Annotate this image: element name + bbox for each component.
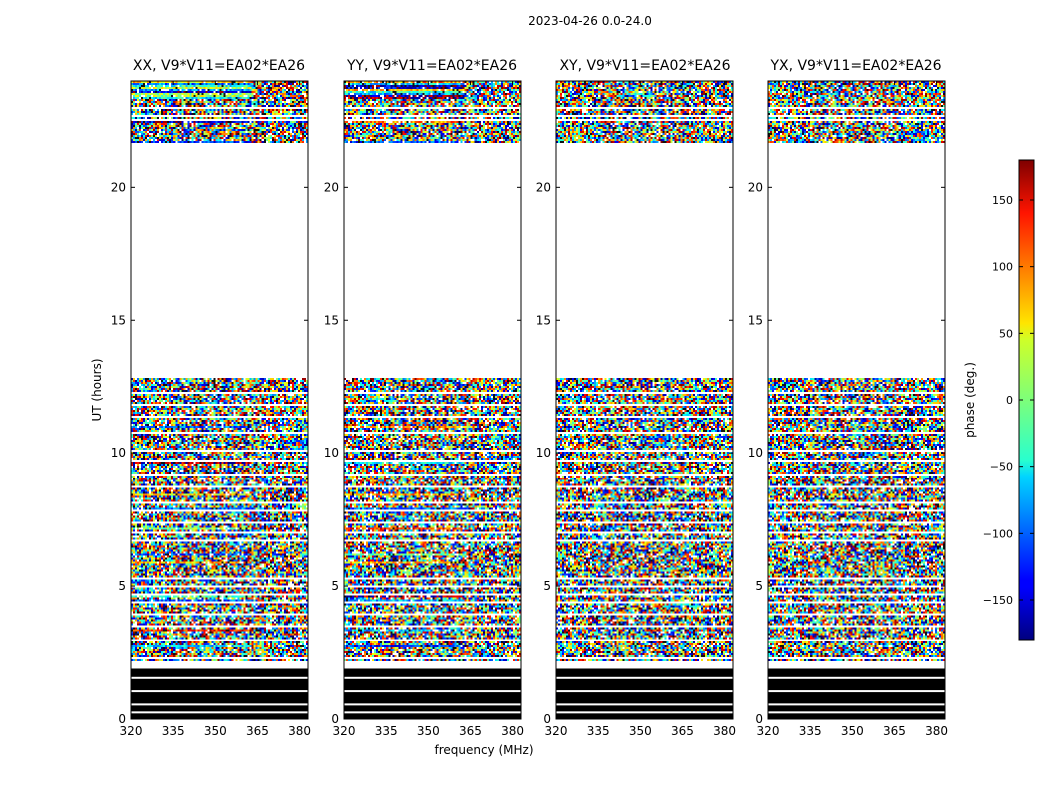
phase-heatmap bbox=[131, 81, 308, 719]
y-tick-label: 20 bbox=[324, 180, 339, 194]
panel-0: 320 335 350 365 380 0 5 10 15 20 bbox=[111, 80, 311, 738]
y-tick-label: 10 bbox=[748, 446, 763, 460]
x-tick-label: 365 bbox=[246, 724, 269, 738]
y-tick-label: 5 bbox=[331, 579, 339, 593]
y-tick-label: 15 bbox=[536, 313, 551, 327]
x-tick-label: 350 bbox=[629, 724, 652, 738]
y-tick-label: 10 bbox=[111, 446, 126, 460]
y-tick-label: 15 bbox=[324, 313, 339, 327]
y-tick-label: 20 bbox=[536, 180, 551, 194]
y-tick-label: 5 bbox=[118, 579, 126, 593]
x-tick-label: 335 bbox=[375, 724, 398, 738]
panel-title-yy: YY, V9*V11=EA02*EA26 bbox=[346, 58, 518, 74]
x-tick-label: 320 bbox=[120, 724, 143, 738]
x-tick-label: 380 bbox=[925, 724, 948, 738]
x-tick-label: 380 bbox=[713, 724, 736, 738]
y-tick-label: 10 bbox=[324, 446, 339, 460]
x-tick-label: 320 bbox=[757, 724, 780, 738]
x-tick-label: 350 bbox=[841, 724, 864, 738]
y-tick-label: 20 bbox=[748, 180, 763, 194]
panel-frame bbox=[130, 80, 309, 720]
x-tick-label: 350 bbox=[204, 724, 227, 738]
colorbar-tick-label: −150 bbox=[983, 594, 1013, 607]
x-tick-label: 335 bbox=[162, 724, 185, 738]
x-tick-label: 365 bbox=[883, 724, 906, 738]
x-tick-label: 365 bbox=[459, 724, 482, 738]
x-axis-label: frequency (MHz) bbox=[434, 743, 534, 757]
colorbar-tick-label: 0 bbox=[1006, 394, 1013, 407]
phase-heatmap bbox=[556, 81, 733, 719]
y-tick-label: 5 bbox=[755, 579, 763, 593]
colorbar-tick-label: −50 bbox=[990, 461, 1013, 474]
panel-1: 320 335 350 365 380 0 5 10 15 20 bbox=[324, 80, 524, 738]
x-tick-label: 380 bbox=[288, 724, 311, 738]
panel-frame bbox=[343, 80, 522, 720]
x-tick-label: 320 bbox=[333, 724, 356, 738]
colorbar-tick-label: 50 bbox=[999, 327, 1013, 340]
panel-frame bbox=[555, 80, 734, 720]
y-tick-label: 15 bbox=[748, 313, 763, 327]
y-tick-label: 20 bbox=[111, 180, 126, 194]
phase-heatmap bbox=[768, 81, 945, 719]
y-tick-label: 15 bbox=[111, 313, 126, 327]
colorbar-tick-label: 100 bbox=[992, 261, 1013, 274]
y-tick-label: 0 bbox=[118, 712, 126, 726]
panel-title-xy: XY, V9*V11=EA02*EA26 bbox=[559, 58, 731, 74]
y-tick-label: 0 bbox=[331, 712, 339, 726]
x-tick-label: 335 bbox=[587, 724, 610, 738]
panel-title-yx: YX, V9*V11=EA02*EA26 bbox=[770, 58, 942, 74]
y-tick-label: 0 bbox=[755, 712, 763, 726]
figure-suptitle: 2023-04-26 0.0-24.0 bbox=[528, 14, 652, 28]
y-tick-label: 0 bbox=[543, 712, 551, 726]
x-tick-label: 350 bbox=[417, 724, 440, 738]
panel-3: 320 335 350 365 380 0 5 10 15 20 bbox=[748, 80, 948, 738]
panel-title-xx: XX, V9*V11=EA02*EA26 bbox=[132, 58, 306, 74]
phase-heatmap bbox=[344, 81, 521, 719]
colorbar-tick-label: −100 bbox=[983, 527, 1013, 540]
panel-2: 320 335 350 365 380 0 5 10 15 20 bbox=[536, 80, 736, 738]
x-tick-label: 380 bbox=[501, 724, 524, 738]
x-tick-label: 365 bbox=[671, 724, 694, 738]
y-tick-label: 10 bbox=[536, 446, 551, 460]
y-tick-label: 5 bbox=[543, 579, 551, 593]
panel-frame bbox=[767, 80, 946, 720]
colorbar-tick-label: 150 bbox=[992, 194, 1013, 207]
x-tick-label: 320 bbox=[545, 724, 568, 738]
x-tick-label: 335 bbox=[799, 724, 822, 738]
